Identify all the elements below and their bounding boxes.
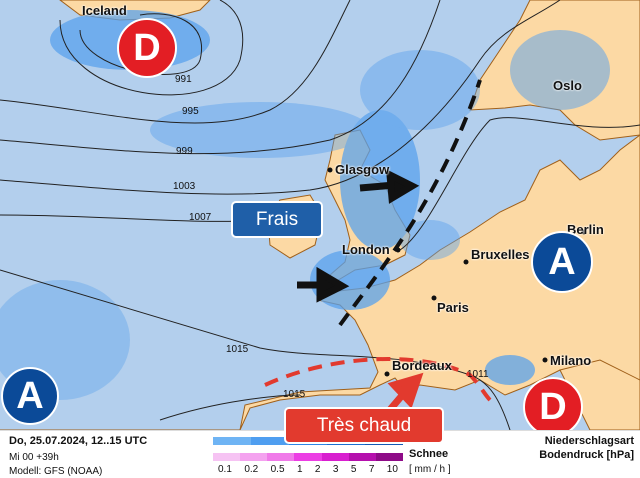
- tick: 3: [332, 464, 339, 475]
- tick: 10: [386, 464, 398, 475]
- high-pressure-atlantic: A: [1, 367, 59, 425]
- city-iceland: Iceland: [82, 3, 127, 18]
- city-bordeaux: Bordeaux: [392, 358, 452, 373]
- isobar-label: 1011: [467, 369, 489, 380]
- snow-scale-bar: [213, 453, 403, 461]
- tick: 2: [314, 464, 321, 475]
- city-berlin: Berlin: [567, 222, 604, 237]
- isobar-label: 999: [176, 146, 193, 157]
- model-name: Modell: GFS (NOAA): [9, 466, 103, 477]
- isobar-label: 991: [175, 74, 192, 85]
- model-run: Mi 00 +39h: [9, 452, 59, 463]
- annotation-frais: Frais: [231, 201, 323, 238]
- isobar-label: 1015: [283, 389, 306, 400]
- unit-label: [ mm / h ]: [409, 464, 451, 475]
- warm-air-boundary: [264, 357, 492, 402]
- annotation-tres-chaud: Très chaud: [284, 407, 444, 444]
- land-corsica-italy: [559, 359, 640, 430]
- high-pressure-germany: A: [531, 231, 593, 293]
- city-london: London: [342, 242, 390, 257]
- city-paris: Paris: [437, 300, 469, 315]
- tick: 7: [368, 464, 375, 475]
- tick: 1: [296, 464, 303, 475]
- cold-front: [338, 79, 482, 327]
- isobar-label: 1007: [189, 212, 212, 223]
- pressure-label: Bodendruck [hPa]: [539, 449, 634, 461]
- low-pressure-iceland: D: [117, 18, 177, 78]
- tick: 0.1: [218, 464, 232, 475]
- tick: 5: [350, 464, 357, 475]
- isobar-label: 1003: [173, 181, 196, 192]
- city-bruxelles: Bruxelles: [471, 247, 530, 262]
- city-milano: Milano: [550, 353, 592, 368]
- city-glasgow: Glasgow: [335, 162, 390, 177]
- isobar-label: 1015: [226, 344, 249, 355]
- precip-type-label: Niederschlagsart: [544, 435, 634, 447]
- weather-map: [0, 0, 640, 430]
- city-oslo: Oslo: [553, 78, 582, 93]
- tick: 0.2: [244, 464, 259, 475]
- forecast-date: Do, 25.07.2024, 12..15 UTC: [9, 435, 148, 447]
- city-dots: [327, 167, 587, 377]
- low-pressure-mediterranean: D: [523, 377, 583, 437]
- isobar-label: 995: [182, 106, 199, 117]
- snow-label: Schnee: [409, 448, 449, 460]
- tick: 0.5: [270, 464, 285, 475]
- cold-arrows: [297, 169, 420, 303]
- scale-ticks: 0.1 0.2 0.5 1 2 3 5 7 10: [218, 464, 398, 475]
